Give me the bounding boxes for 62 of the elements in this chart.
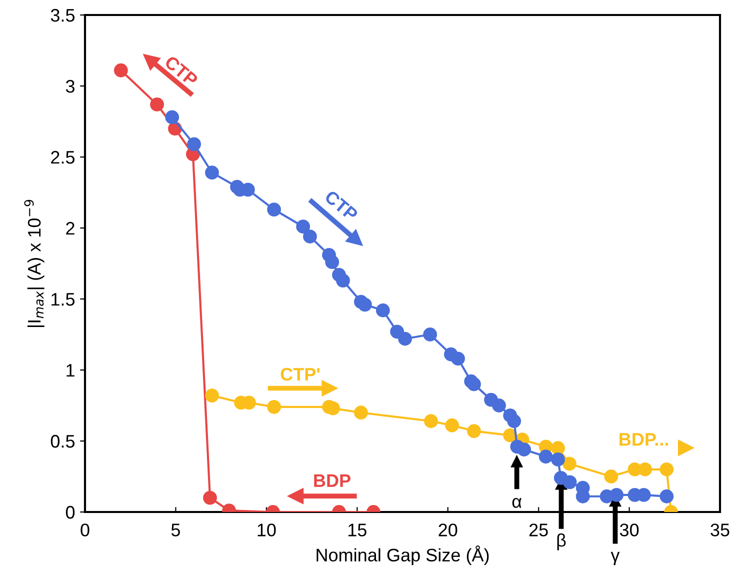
text: γ [610,552,620,566]
point [205,166,219,180]
point [398,332,412,346]
text: β [557,533,566,550]
annotation: CTP [324,190,359,222]
point [451,352,465,366]
point [203,490,217,505]
point [604,470,618,484]
y-tick-label: 2.5 [51,150,75,164]
y-tick-label: 2 [66,222,74,235]
annotation: BDP... [620,433,668,446]
point [296,220,310,234]
point [358,298,372,312]
point [638,462,652,476]
point [492,398,506,412]
point [354,406,368,420]
point [376,303,390,318]
y-axis-title: |I$_{max}$| (A) x 10$^{−9}$ [24,200,44,327]
point [562,475,577,490]
point [424,414,438,428]
annotation: CTP' [280,368,320,381]
y-tick-label: 3.5 [50,8,75,22]
x-tick-label: 35 [710,524,730,536]
x-tick-label: 5 [171,524,180,536]
x-tick-label: 20 [438,524,458,536]
point [445,418,459,432]
point [267,202,281,216]
x-tick-label: 15 [348,524,366,536]
point [187,137,201,152]
annotation: α [512,498,522,508]
point [538,450,553,464]
x-tick-label: 10 [258,524,276,536]
point [325,255,340,270]
y-tick-label: 1.5 [52,293,75,306]
y-tick-label: 0.5 [50,434,75,448]
point [467,424,481,438]
point [165,110,180,124]
annotation: BDP [314,474,350,487]
point [303,230,317,244]
point [517,442,531,456]
y-tick-label: 1 [66,364,74,377]
x-tick-label: 30 [620,524,639,536]
point [660,489,674,504]
y-tick-label: 0 [66,506,75,519]
point [267,400,281,414]
point [336,274,350,288]
point [660,462,674,476]
point [205,388,219,403]
point [551,441,565,456]
x-tick-label: 0 [80,524,90,536]
point [423,328,438,342]
point [150,98,164,112]
point [507,414,522,428]
point [114,63,128,78]
annotation: CTP [164,54,199,88]
x-axis-title: Nominal Gap Size (Å) [316,546,489,566]
x-tick-label: 25 [529,524,548,536]
point [562,456,576,471]
point [467,377,481,392]
y-tick-label: 3 [66,80,74,93]
point [551,452,565,466]
point [610,488,624,502]
